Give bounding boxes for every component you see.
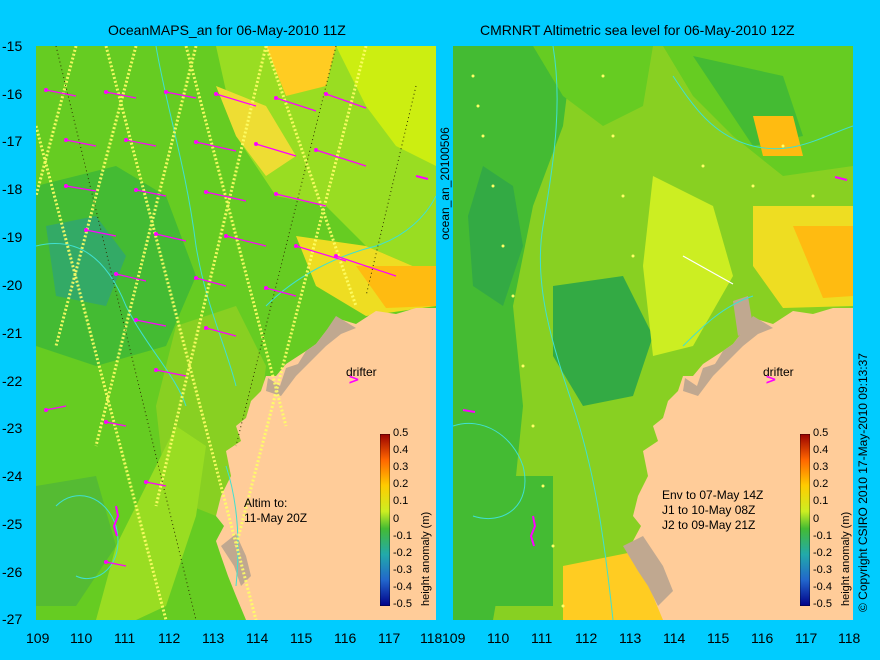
right-env-note-line2: J1 to 10-May 08Z: [662, 503, 756, 517]
right-colorbar: [800, 434, 810, 606]
colorbar-tick: 0.3: [813, 461, 829, 473]
right-colorbar-label: height anomaly (m): [840, 511, 852, 606]
right-env-note-line1: Env to 07-May 14Z: [662, 488, 764, 502]
lat-tick: -23: [2, 420, 23, 436]
left-altim-note-line1: Altim to:: [244, 496, 288, 510]
colorbar-tick: -0.3: [393, 564, 412, 576]
colorbar-tick: 0.3: [393, 461, 409, 473]
right-map-panel: >: [453, 46, 853, 620]
right-drifter-label: drifter: [763, 365, 794, 379]
lon-tick: 118: [420, 630, 443, 646]
lon-tick: 115: [290, 630, 313, 646]
colorbar-tick: 0.4: [813, 444, 829, 456]
right-env-note-line3: J2 to 09-May 21Z: [662, 518, 756, 532]
colorbar-tick: -0.4: [813, 581, 832, 593]
colorbar-tick: -0.3: [813, 564, 832, 576]
colorbar-tick: -0.2: [813, 547, 832, 559]
lon-tick: 116: [751, 630, 774, 646]
lon-tick: 113: [619, 630, 642, 646]
right-panel-title: CMRNRT Altimetric sea level for 06-May-2…: [480, 22, 795, 38]
lon-tick: 112: [158, 630, 181, 646]
left-drifter-label: drifter: [346, 365, 377, 379]
lon-tick: 109: [26, 630, 50, 646]
lat-tick: -20: [2, 277, 23, 293]
lon-tick: 109: [442, 630, 466, 646]
copyright-label: © Copyright CSIRO 2010 17-May-2010 09:13…: [856, 353, 870, 612]
left-map-panel: >: [36, 46, 436, 620]
lon-tick: 117: [378, 630, 401, 646]
lat-tick: -15: [2, 38, 23, 54]
colorbar-tick: -0.5: [393, 598, 412, 610]
lat-tick: -19: [2, 229, 23, 245]
colorbar-tick: 0.2: [813, 478, 829, 490]
lon-tick: 111: [531, 630, 553, 646]
right-map-svg: >: [453, 46, 853, 620]
lon-tick: 110: [70, 630, 93, 646]
colorbar-tick: -0.5: [813, 598, 832, 610]
lat-tick: -16: [2, 86, 23, 102]
colorbar-tick: 0.1: [813, 495, 829, 507]
colorbar-tick: 0: [813, 513, 820, 525]
lat-tick: -27: [2, 611, 23, 627]
colorbar-tick: 0.4: [393, 444, 409, 456]
colorbar-tick: -0.1: [813, 530, 832, 542]
left-colorbar-gradient: [380, 434, 390, 606]
lat-tick: -24: [2, 468, 23, 484]
colorbar-tick: -0.1: [393, 530, 412, 542]
lon-tick: 118: [838, 630, 861, 646]
svg-text:>: >: [765, 372, 777, 388]
lon-tick: 116: [334, 630, 357, 646]
svg-text:>: >: [348, 372, 360, 388]
lon-tick: 115: [707, 630, 730, 646]
lat-tick: -17: [2, 133, 23, 149]
lat-tick: -18: [2, 181, 23, 197]
lon-tick: 112: [575, 630, 598, 646]
lat-tick: -22: [2, 373, 23, 389]
colorbar-tick: 0: [393, 513, 400, 525]
lat-tick: -21: [2, 325, 23, 341]
lon-tick: 114: [246, 630, 269, 646]
lon-tick: 117: [795, 630, 818, 646]
colorbar-tick: 0.5: [813, 427, 829, 439]
lat-tick: -25: [2, 516, 23, 532]
colorbar-tick: 0.1: [393, 495, 409, 507]
lon-tick: 111: [114, 630, 136, 646]
lat-tick: -26: [2, 564, 23, 580]
left-colorbar: [380, 434, 390, 606]
lon-tick: 114: [663, 630, 686, 646]
colorbar-tick: 0.5: [393, 427, 409, 439]
left-colorbar-label: height anomaly (m): [420, 511, 432, 606]
lon-tick: 110: [487, 630, 510, 646]
lon-tick: 113: [202, 630, 225, 646]
colorbar-tick: 0.2: [393, 478, 409, 490]
left-side-label: ocean_an_20100506: [438, 127, 452, 240]
left-altim-note-line2: 11-May 20Z: [244, 511, 308, 525]
left-panel-title: OceanMAPS_an for 06-May-2010 11Z: [108, 22, 346, 38]
left-map-svg: >: [36, 46, 436, 620]
right-colorbar-gradient: [800, 434, 810, 606]
colorbar-tick: -0.4: [393, 581, 412, 593]
colorbar-tick: -0.2: [393, 547, 412, 559]
